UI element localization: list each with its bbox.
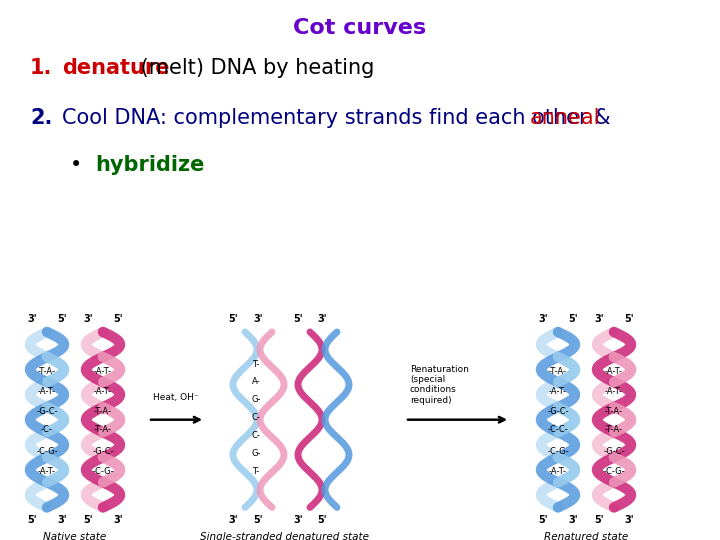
Text: -A-T-: -A-T- bbox=[605, 387, 623, 396]
Text: -A-T-: -A-T- bbox=[38, 467, 56, 476]
Text: -A-T-: -A-T- bbox=[549, 387, 567, 396]
Text: denature: denature bbox=[62, 58, 169, 78]
Text: Renatured state: Renatured state bbox=[544, 532, 628, 540]
Text: -A-T-: -A-T- bbox=[94, 387, 112, 396]
Text: -C-G-: -C-G- bbox=[92, 467, 114, 476]
Text: 3': 3' bbox=[538, 314, 548, 325]
Text: -C-G-: -C-G- bbox=[603, 467, 625, 476]
Text: -G-C-: -G-C- bbox=[547, 407, 569, 416]
Text: Cool DNA: complementary strands find each other &: Cool DNA: complementary strands find eac… bbox=[62, 108, 617, 128]
Text: •: • bbox=[70, 155, 82, 175]
Text: Heat, OH⁻: Heat, OH⁻ bbox=[153, 393, 199, 402]
Text: -C-G-: -C-G- bbox=[36, 447, 58, 456]
Text: 5': 5' bbox=[624, 314, 634, 325]
Text: -T-A-: -T-A- bbox=[38, 367, 56, 376]
Text: 3': 3' bbox=[594, 314, 604, 325]
Text: -A-T-: -A-T- bbox=[605, 367, 623, 376]
Text: 3': 3' bbox=[113, 515, 123, 525]
Text: 3': 3' bbox=[253, 314, 263, 325]
Text: 5': 5' bbox=[594, 515, 604, 525]
Text: anneal: anneal bbox=[530, 108, 600, 128]
Text: 3': 3' bbox=[84, 314, 93, 325]
Text: 5': 5' bbox=[57, 314, 67, 325]
Text: C-: C- bbox=[252, 431, 261, 440]
Text: -T-A-: -T-A- bbox=[94, 407, 112, 416]
Text: 5': 5' bbox=[113, 314, 123, 325]
Text: 5': 5' bbox=[568, 314, 578, 325]
Text: 2.: 2. bbox=[30, 108, 53, 128]
Text: -A-T-: -A-T- bbox=[38, 387, 56, 396]
Text: -G-C-: -G-C- bbox=[92, 447, 114, 456]
Text: Single-stranded denatured state: Single-stranded denatured state bbox=[200, 532, 369, 540]
Text: G-: G- bbox=[252, 395, 261, 404]
Text: 3': 3' bbox=[318, 314, 327, 325]
Text: -G-C-: -G-C- bbox=[36, 407, 58, 416]
Text: 5': 5' bbox=[538, 515, 548, 525]
Text: -T-A-: -T-A- bbox=[605, 425, 623, 434]
Text: -A-T-: -A-T- bbox=[94, 367, 112, 376]
Text: Cot curves: Cot curves bbox=[294, 18, 426, 38]
Text: (melt) DNA by heating: (melt) DNA by heating bbox=[134, 58, 374, 78]
Text: 5': 5' bbox=[318, 515, 327, 525]
Text: -C-: -C- bbox=[41, 425, 53, 434]
Text: 3': 3' bbox=[228, 515, 238, 525]
Text: Native state: Native state bbox=[43, 532, 107, 540]
Text: 3': 3' bbox=[57, 515, 67, 525]
Text: -A-T-: -A-T- bbox=[549, 467, 567, 476]
Text: G-: G- bbox=[252, 449, 261, 458]
Text: hybridize: hybridize bbox=[95, 155, 204, 175]
Text: -T-A-: -T-A- bbox=[549, 367, 567, 376]
Text: -G-C-: -G-C- bbox=[603, 447, 625, 456]
Text: T-: T- bbox=[252, 467, 259, 476]
Text: A-: A- bbox=[252, 377, 261, 386]
Text: T-: T- bbox=[252, 360, 259, 369]
Text: 5': 5' bbox=[293, 314, 303, 325]
Text: 1.: 1. bbox=[30, 58, 53, 78]
Text: Renaturation
(special
conditions
required): Renaturation (special conditions require… bbox=[410, 364, 469, 404]
Text: 3': 3' bbox=[624, 515, 634, 525]
Text: 5': 5' bbox=[228, 314, 238, 325]
Text: C-: C- bbox=[252, 413, 261, 422]
Text: 5': 5' bbox=[84, 515, 93, 525]
Text: -C-G-: -C-G- bbox=[547, 447, 569, 456]
Text: -T-A-: -T-A- bbox=[605, 407, 623, 416]
Text: -C-C-: -C-C- bbox=[548, 425, 568, 434]
Text: 3': 3' bbox=[293, 515, 303, 525]
Text: 5': 5' bbox=[27, 515, 37, 525]
Text: 3': 3' bbox=[568, 515, 578, 525]
Text: -T-A-: -T-A- bbox=[94, 425, 112, 434]
Text: 5': 5' bbox=[253, 515, 263, 525]
Text: 3': 3' bbox=[27, 314, 37, 325]
